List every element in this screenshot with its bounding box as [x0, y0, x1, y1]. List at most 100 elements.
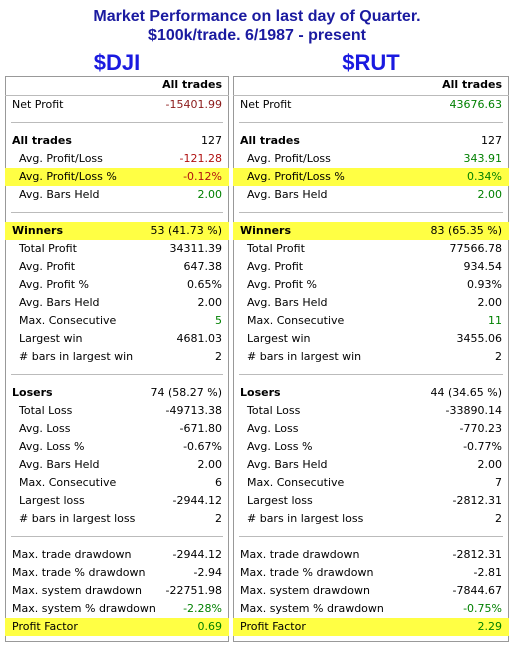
row-label: Max. system drawdown: [12, 584, 142, 597]
separator: [11, 212, 223, 213]
row-label: Total Profit: [19, 242, 77, 255]
row-label: Max. trade % drawdown: [12, 566, 146, 579]
row-value: 2: [495, 512, 502, 525]
row-value: 44 (34.65 %): [430, 386, 502, 399]
row-label: Max. system drawdown: [240, 584, 370, 597]
separator: [11, 122, 223, 123]
row-label: All trades: [240, 134, 300, 147]
highlight: [5, 618, 229, 636]
column-header: All trades: [162, 78, 222, 91]
row-value: 2.00: [197, 188, 223, 201]
symbol: $DJI: [93, 50, 141, 75]
separator: [11, 536, 223, 537]
row-label: Avg. Loss %: [19, 440, 85, 453]
row-value: 127: [201, 134, 222, 147]
row-label: # bars in largest loss: [19, 512, 136, 525]
row-value: 0.65%: [187, 278, 222, 291]
row-value: -0.75%: [463, 602, 502, 615]
row-label: Max. trade drawdown: [12, 548, 132, 561]
row-label: Avg. Bars Held: [19, 188, 100, 201]
row-value: 5: [215, 314, 222, 327]
row-label: Avg. Profit/Loss: [247, 152, 331, 165]
row-label: All trades: [12, 134, 72, 147]
symbol: $RUT: [342, 50, 400, 75]
row-value: -2944.12: [172, 548, 222, 561]
row-label: Avg. Loss: [19, 422, 71, 435]
row-value: 7: [495, 476, 502, 489]
row-label: Losers: [240, 386, 281, 399]
row-label: Largest loss: [247, 494, 313, 507]
row-value: 0.69: [197, 620, 223, 633]
row-value: -2.94: [193, 566, 222, 579]
separator: [239, 536, 503, 537]
highlight: [5, 222, 229, 240]
row-label: Avg. Bars Held: [247, 188, 328, 201]
row-label: Total Loss: [247, 404, 301, 417]
row-label: Net Profit: [240, 98, 292, 111]
row-label: Avg. Profit %: [19, 278, 90, 291]
row-value: -2812.31: [452, 548, 502, 561]
row-value: 2.00: [477, 188, 503, 201]
title: Market Performance on last day of Quarte…: [93, 8, 421, 25]
row-value: 77566.78: [449, 242, 503, 255]
row-value: 647.38: [183, 260, 223, 273]
row-label: Total Profit: [247, 242, 305, 255]
row-label: # bars in largest loss: [247, 512, 364, 525]
row-value: -2812.31: [452, 494, 502, 507]
row-value: 34311.39: [169, 242, 223, 255]
row-label: Largest win: [19, 332, 83, 345]
row-value: 4681.03: [176, 332, 223, 345]
highlight: [233, 168, 509, 186]
row-value: -0.12%: [183, 170, 222, 183]
row-value: 2.00: [477, 458, 503, 471]
row-label: Profit Factor: [240, 620, 306, 633]
row-value: 43676.63: [449, 98, 503, 111]
row-label: Avg. Bars Held: [247, 458, 328, 471]
row-label: Total Loss: [19, 404, 73, 417]
row-value: 2: [215, 512, 222, 525]
row-label: Max. Consecutive: [19, 476, 117, 489]
row-value: 0.93%: [467, 278, 502, 291]
row-value: -22751.98: [165, 584, 222, 597]
separator: [11, 374, 223, 375]
row-value: -15401.99: [165, 98, 222, 111]
row-value: 83 (65.35 %): [430, 224, 502, 237]
row-label: Avg. Profit/Loss %: [19, 170, 117, 183]
row-label: Losers: [12, 386, 53, 399]
row-label: Winners: [12, 224, 63, 237]
row-value: 3455.06: [456, 332, 503, 345]
row-label: Avg. Profit: [247, 260, 304, 273]
row-label: Avg. Bars Held: [247, 296, 328, 309]
highlight: [233, 222, 509, 240]
row-value: -2.28%: [183, 602, 222, 615]
row-value: 934.54: [463, 260, 503, 273]
row-value: 11: [488, 314, 502, 327]
column-header: All trades: [442, 78, 502, 91]
row-label: Winners: [240, 224, 291, 237]
row-value: 2.00: [477, 296, 503, 309]
separator: [239, 122, 503, 123]
row-value: 6: [215, 476, 222, 489]
highlight: [5, 168, 229, 186]
row-label: Avg. Loss %: [247, 440, 313, 453]
row-value: 2.00: [197, 296, 223, 309]
subtitle: $100k/trade. 6/1987 - present: [148, 27, 366, 44]
row-label: Max. trade % drawdown: [240, 566, 374, 579]
row-value: 2.00: [197, 458, 223, 471]
row-label: Largest loss: [19, 494, 85, 507]
row-value: -0.77%: [463, 440, 502, 453]
row-value: -770.23: [459, 422, 502, 435]
row-label: Avg. Bars Held: [19, 458, 100, 471]
row-value: 53 (41.73 %): [150, 224, 222, 237]
row-value: -7844.67: [452, 584, 502, 597]
row-value: 127: [481, 134, 502, 147]
highlight: [233, 618, 509, 636]
row-value: 74 (58.27 %): [150, 386, 222, 399]
panel: [233, 76, 509, 642]
row-label: Avg. Profit %: [247, 278, 318, 291]
row-value: 0.34%: [467, 170, 502, 183]
row-value: -121.28: [179, 152, 222, 165]
row-label: Profit Factor: [12, 620, 78, 633]
row-value: -671.80: [179, 422, 222, 435]
row-label: Net Profit: [12, 98, 64, 111]
